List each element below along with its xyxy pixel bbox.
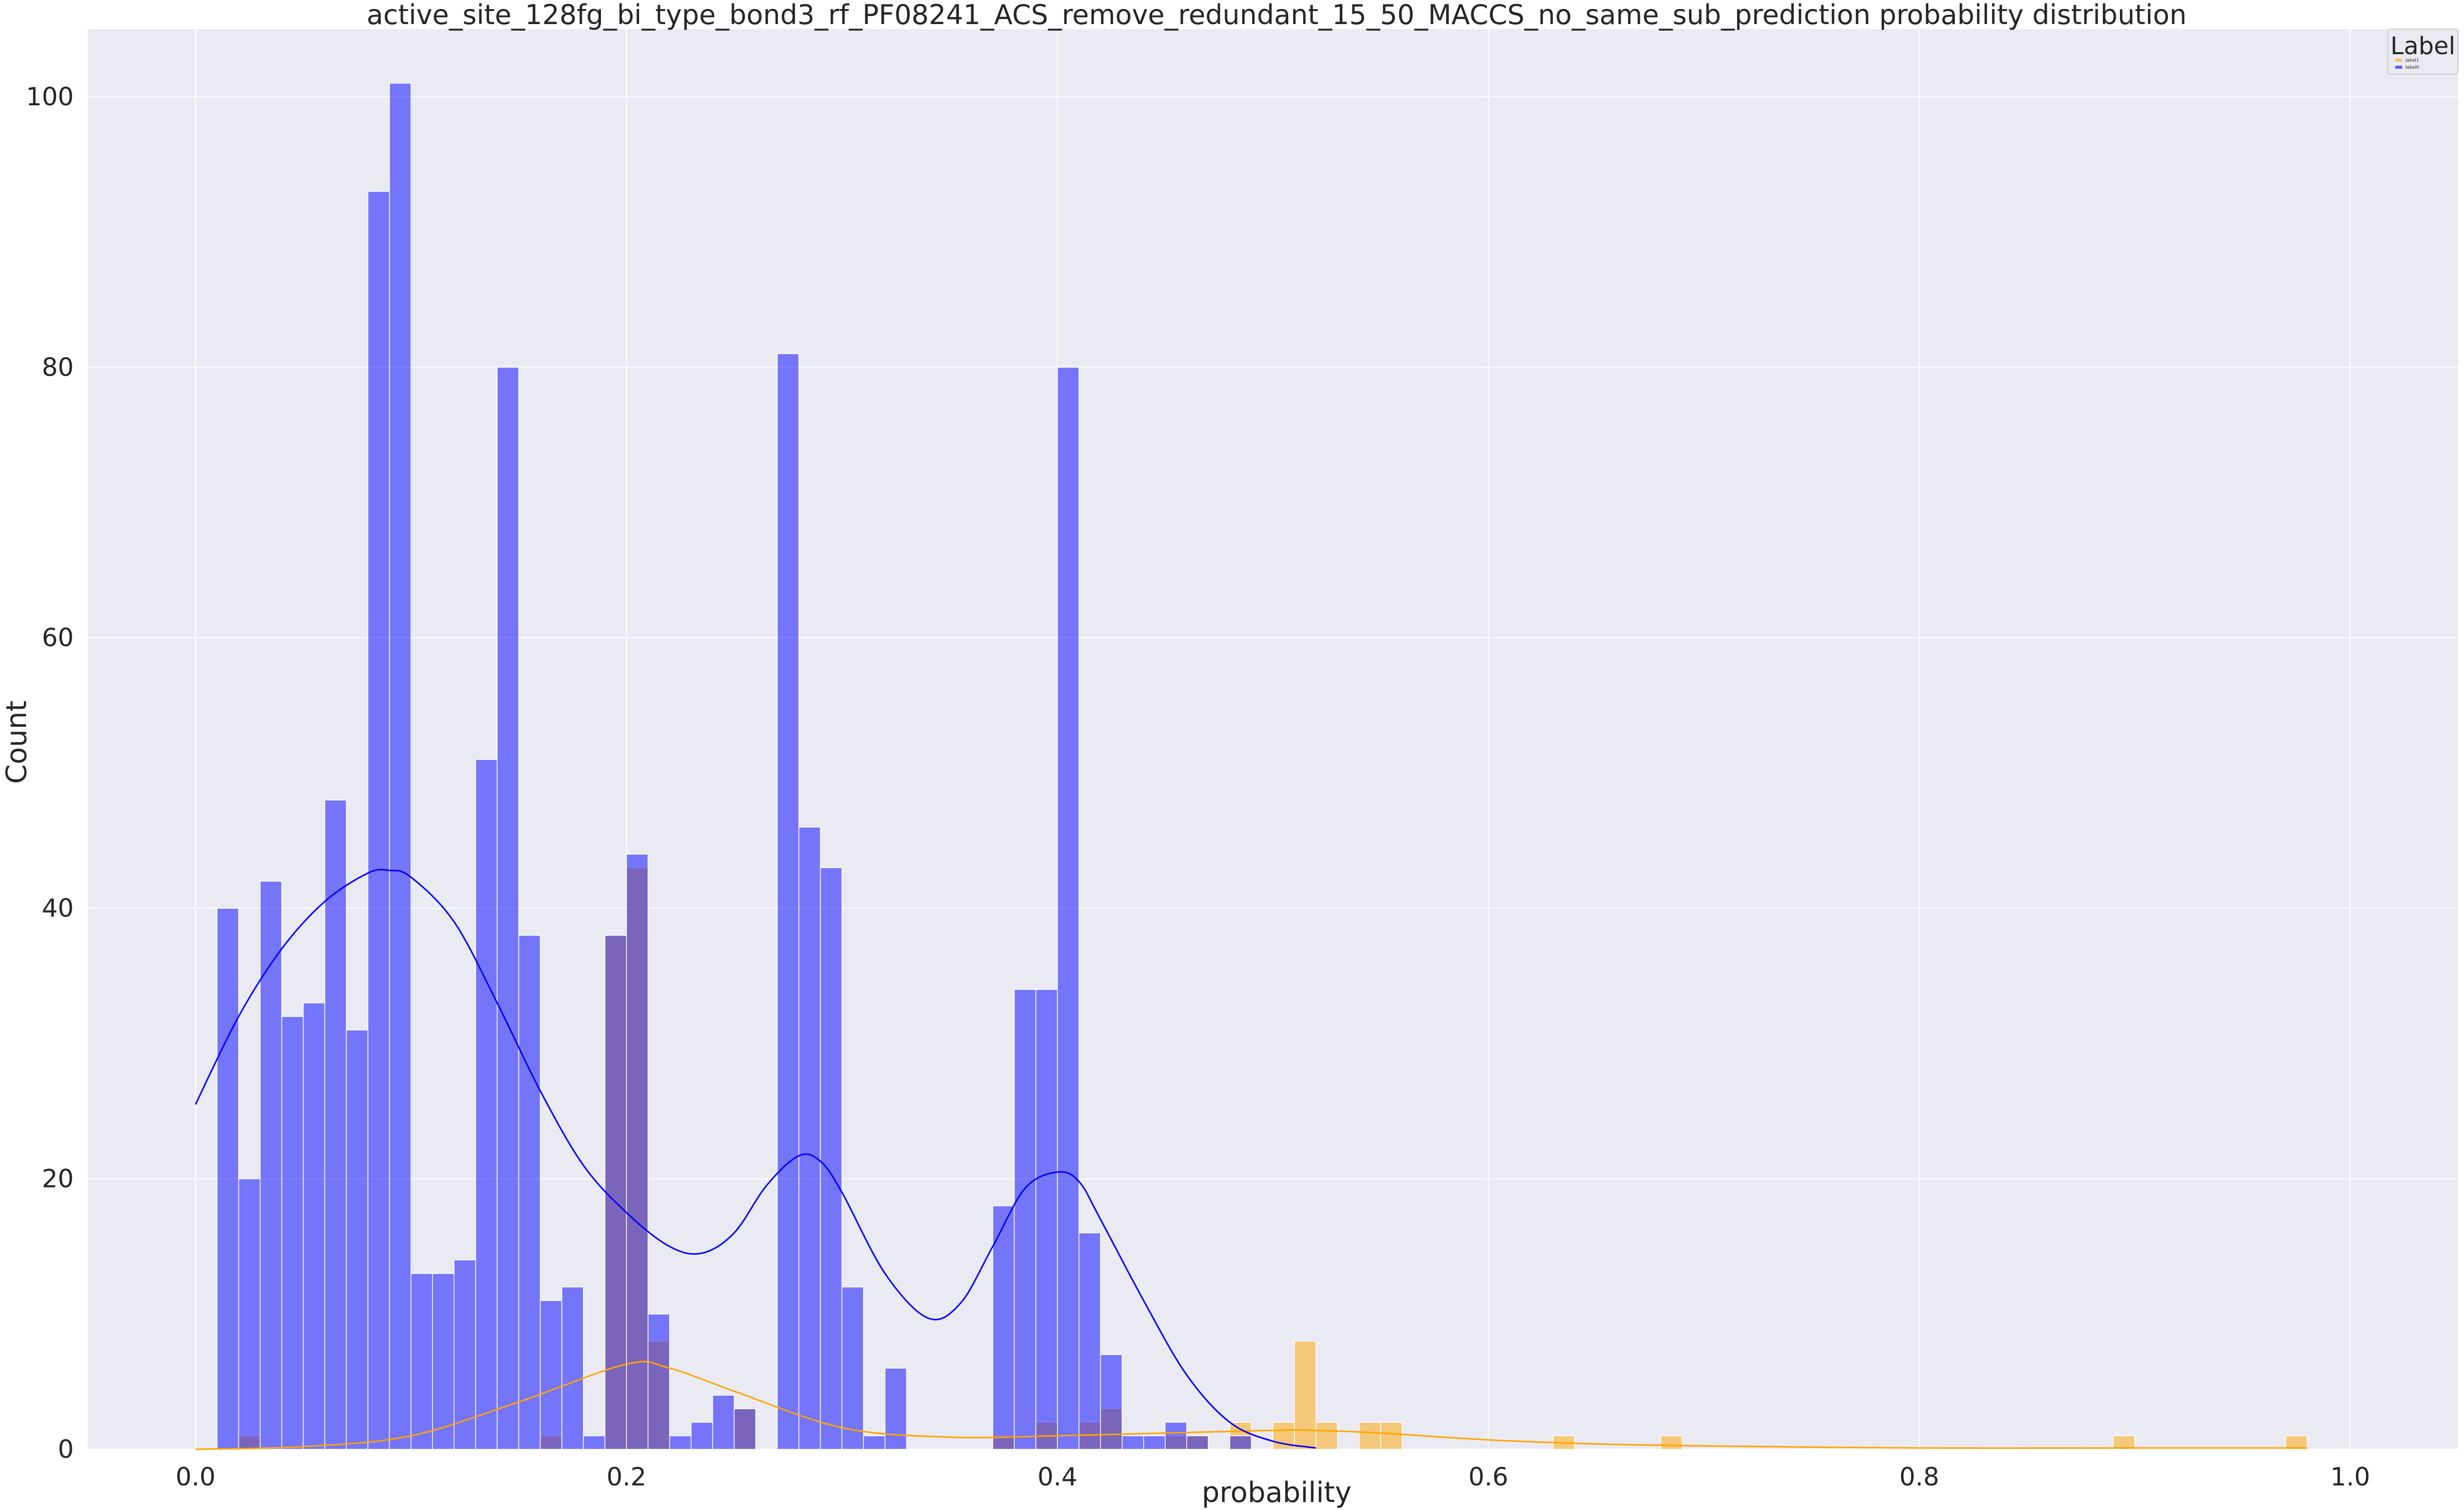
histogram-bar [1229, 1435, 1252, 1450]
y-tick-label: 40 [42, 894, 74, 923]
legend-title: Label [2390, 32, 2455, 60]
legend-box [2387, 29, 2458, 75]
histogram-bar [1294, 1340, 1317, 1450]
x-tick-label: 1.0 [2330, 1462, 2370, 1491]
plot-area [88, 29, 2458, 1449]
histogram-bar [2285, 1435, 2308, 1450]
histogram-bar [648, 1313, 670, 1450]
x-axis-label: probability [1202, 1476, 1352, 1509]
histogram-bar [1272, 1422, 1295, 1450]
histogram-bar [346, 1030, 369, 1450]
histogram-bar [1100, 1354, 1123, 1450]
x-tick-label: 0.4 [1037, 1462, 1077, 1491]
histogram-bar [604, 935, 627, 1450]
histogram-bar [1122, 1435, 1144, 1450]
histogram-bar [216, 908, 239, 1450]
legend-swatch [2395, 66, 2402, 69]
histogram-bar [626, 854, 649, 1450]
histogram-bar [518, 935, 541, 1450]
histogram-bar [1057, 367, 1080, 1450]
legend-entry-label: label0 [2405, 65, 2419, 70]
histogram-bar [1315, 1422, 1338, 1450]
x-tick-label: 0.0 [176, 1462, 216, 1491]
histogram-bar [992, 1205, 1015, 1450]
histogram-bar [410, 1273, 433, 1450]
histogram-bar [389, 83, 412, 1450]
histogram-bar [583, 1435, 605, 1450]
histogram-bar [884, 1368, 907, 1450]
y-ticks: 0 20 40 60 80 100 [26, 82, 74, 1464]
histogram-bar [820, 867, 843, 1450]
kde-curve-label1 [195, 1361, 2307, 1450]
legend-entries: label1 label0 [2395, 58, 2419, 70]
histogram-bar [1358, 1422, 1381, 1450]
legend-swatch [2395, 59, 2402, 62]
y-axis-label: Count [1, 701, 33, 784]
histogram-bar [712, 1395, 735, 1450]
histogram-bar [432, 1273, 454, 1450]
histogram-bar [281, 1016, 304, 1450]
x-tick-label: 0.8 [1899, 1462, 1939, 1491]
y-tick-label: 20 [42, 1164, 74, 1194]
histogram-bar [475, 759, 498, 1450]
y-tick-label: 100 [26, 82, 74, 111]
x-ticks: 0.0 0.2 0.4 0.6 0.8 1.0 [176, 1462, 2370, 1491]
x-tick-label: 0.2 [606, 1462, 647, 1491]
histogram-bar [863, 1435, 886, 1450]
legend-entry-label: label1 [2405, 58, 2419, 63]
histogram-bar [302, 1002, 326, 1450]
y-tick-label: 60 [42, 623, 74, 652]
histogram-bar [324, 799, 347, 1450]
histogram-bar [841, 1286, 864, 1450]
histogram-bar [669, 1435, 692, 1450]
kde-curves [195, 869, 2307, 1450]
histogram-bar [1035, 989, 1058, 1450]
y-tick-label: 80 [42, 353, 74, 382]
histogram-bar [540, 1300, 562, 1450]
histogram-bar [367, 191, 390, 1450]
histogram-bar [497, 367, 519, 1450]
x-tick-label: 0.6 [1468, 1462, 1508, 1491]
y-tick-label: 0 [58, 1435, 74, 1464]
histogram-bar [1380, 1422, 1403, 1450]
histogram-bar [777, 353, 800, 1450]
legend: Label label1 label0 [2387, 29, 2458, 75]
kde-curve-label0 [195, 869, 1316, 1449]
histogram-bar [1014, 989, 1036, 1450]
histogram-bar [690, 1422, 713, 1450]
histogram-bar [561, 1286, 584, 1450]
histogram-bar [1143, 1435, 1166, 1450]
histogram-bar [1660, 1435, 1683, 1450]
histogram-bar [1079, 1232, 1101, 1450]
histogram-bar [1164, 1422, 1187, 1450]
histogram-bar [2112, 1435, 2135, 1450]
histogram-bar [733, 1408, 756, 1450]
histogram-bar [798, 826, 821, 1450]
histogram-bar [1186, 1435, 1209, 1450]
chart-title: active_site_128fg_bi_type_bond3_rf_PF082… [367, 0, 2187, 31]
histogram-bar [238, 1178, 261, 1450]
histogram-bar [259, 881, 282, 1450]
